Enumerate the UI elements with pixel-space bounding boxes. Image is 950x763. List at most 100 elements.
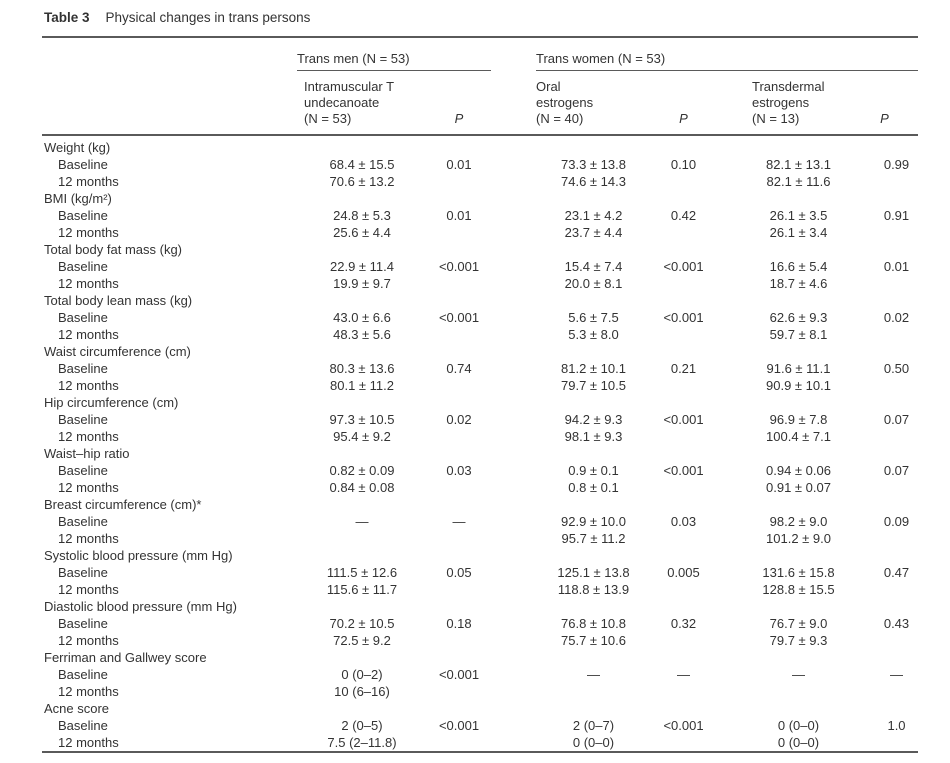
p-value-cell: 0.47 — [883, 565, 910, 580]
section-label: Waist circumference (cm) — [44, 344, 191, 359]
table-row: 12 months 95.4 ± 9.2 98.1 ± 9.3 100.4 ± 7.1 — [42, 428, 918, 445]
p-value-cell — [427, 683, 491, 700]
p-value-cell: 0.74 — [446, 361, 472, 376]
section-row: BMI (kg/m²) — [42, 190, 918, 207]
value-cell: 25.6 ± 4.4 — [333, 225, 391, 240]
gap-cell — [491, 156, 536, 173]
group-header-row: Trans men (N = 53) Trans women (N = 53) — [42, 37, 919, 71]
value-cell: 90.9 ± 10.1 — [766, 378, 831, 393]
gap-cell — [491, 615, 536, 632]
p-value-cell: 0.005 — [667, 565, 700, 580]
value-cell: 76.8 ± 10.8 — [561, 616, 626, 631]
group-label-trans-men: Trans men (N = 53) — [297, 51, 491, 71]
value-cell: 75.7 ± 10.6 — [561, 633, 626, 648]
value-cell: 23.1 ± 4.2 — [564, 208, 623, 223]
column-header-intramuscular-t: Intramuscular T undecanoate (N = 53) — [297, 71, 427, 136]
row-label: Baseline — [58, 157, 108, 172]
section-label: Waist–hip ratio — [44, 446, 130, 461]
p-value-cell — [427, 632, 491, 649]
p-value-cell: 0.02 — [446, 412, 472, 427]
p-value-cell: — — [677, 667, 690, 682]
value-cell: 7.5 (2–11.8) — [327, 735, 397, 750]
gap-cell — [491, 717, 536, 734]
table-row: 12 months 10 (6–16) — [42, 683, 918, 700]
p-value-cell: 0.01 — [446, 157, 472, 172]
table-label: Table 3 — [44, 10, 90, 25]
section-row: Weight (kg) — [42, 135, 918, 156]
p-value-cell: 0.03 — [670, 514, 697, 529]
row-label: 12 months — [58, 480, 119, 495]
p-value-cell: 0.32 — [670, 616, 697, 631]
p-value-cell: 0.43 — [883, 616, 910, 631]
p-value-cell — [427, 530, 491, 547]
p-value-cell: 0.10 — [670, 157, 697, 172]
value-cell: 68.4 ± 15.5 — [329, 157, 395, 172]
p-value-cell: <0.001 — [663, 412, 704, 427]
p-value-cell — [651, 377, 716, 394]
row-label: Baseline — [58, 361, 108, 376]
row-label: 12 months — [58, 276, 119, 291]
value-cell: 5.6 ± 7.5 — [568, 310, 619, 325]
p-value-cell: <0.001 — [663, 718, 704, 733]
gap-cell — [491, 683, 536, 700]
row-label: 12 months — [58, 174, 119, 189]
section-label: Total body lean mass (kg) — [44, 293, 193, 308]
row-label: 12 months — [58, 531, 119, 546]
gap-cell — [491, 564, 536, 581]
value-cell: 95.4 ± 9.2 — [333, 429, 391, 444]
value-cell: 79.7 ± 9.3 — [769, 633, 828, 648]
table-row: Baseline 80.3 ± 13.6 0.74 81.2 ± 10.1 0.21 91… — [42, 360, 918, 377]
gap-cell — [491, 326, 536, 343]
section-label: Acne score — [44, 701, 110, 716]
value-cell: 72.5 ± 9.2 — [333, 633, 391, 648]
gap-header-cell — [491, 71, 536, 136]
section-row: Total body fat mass (kg) — [42, 241, 918, 258]
table-row: 12 months 7.5 (2–11.8) 0 (0–0) 0 (0–0) — [42, 734, 918, 752]
value-cell: 111.5 ± 12.6 — [326, 565, 398, 580]
gap-cell — [491, 513, 536, 530]
p-value-cell — [651, 581, 716, 598]
gap-cell — [491, 479, 536, 496]
table-row: Baseline 97.3 ± 10.5 0.02 94.2 ± 9.3 <0.001 9… — [42, 411, 918, 428]
value-cell: 26.1 ± 3.4 — [769, 225, 828, 240]
value-cell: 95.7 ± 11.2 — [561, 531, 626, 546]
table-row: Baseline 0 (0–2) <0.001 — — — — — [42, 666, 918, 683]
p-value-cell: 1.0 — [887, 718, 906, 733]
table-row: Baseline — — 92.9 ± 10.0 0.03 98.2 ± 9.0 0.09 — [42, 513, 918, 530]
group-label-trans-women: Trans women (N = 53) — [536, 51, 919, 71]
group-header-trans-men: Trans men (N = 53) — [297, 37, 491, 71]
table-row: Baseline 43.0 ± 6.6 <0.001 5.6 ± 7.5 <0.001 6… — [42, 309, 918, 326]
value-cell: 59.7 ± 8.1 — [769, 327, 828, 342]
value-cell: 70.2 ± 10.5 — [329, 616, 395, 631]
p-value-cell — [427, 479, 491, 496]
section-row: Waist circumference (cm) — [42, 343, 918, 360]
value-cell: 10 (6–16) — [334, 684, 390, 699]
value-cell: 24.8 ± 5.3 — [333, 208, 391, 223]
value-cell: 26.1 ± 3.5 — [769, 208, 828, 223]
p-value-cell — [427, 734, 491, 752]
value-cell: 74.6 ± 14.3 — [561, 174, 626, 189]
value-cell: 0.82 ± 0.09 — [329, 463, 395, 478]
value-cell: 5.3 ± 8.0 — [568, 327, 619, 342]
value-cell: 19.9 ± 9.7 — [333, 276, 391, 291]
column-header-row: Intramuscular T undecanoate (N = 53) P O… — [42, 71, 919, 136]
p-value-cell: 0.18 — [446, 616, 472, 631]
group-gap-cell — [491, 37, 536, 71]
value-cell: 0 (0–0) — [572, 735, 615, 750]
table-row: 12 months 115.6 ± 11.7 118.8 ± 13.9 128.8 ±… — [42, 581, 918, 598]
table-row: Baseline 22.9 ± 11.4 <0.001 15.4 ± 7.4 <0.00… — [42, 258, 918, 275]
gap-cell — [491, 275, 536, 292]
row-label: Baseline — [58, 667, 108, 682]
column-header-transdermal-estrogens: Transdermal estrogens (N = 13) — [716, 71, 851, 136]
p-value-cell: <0.001 — [663, 310, 704, 325]
p-value-cell: 0.07 — [883, 463, 910, 478]
empty-corner-cell — [42, 37, 297, 71]
value-cell: 2 (0–5) — [341, 718, 383, 733]
p-value-cell — [851, 326, 918, 343]
row-label: 12 months — [58, 378, 119, 393]
section-row: Waist–hip ratio — [42, 445, 918, 462]
value-cell: 97.3 ± 10.5 — [329, 412, 395, 427]
column-header-p-3: P — [851, 71, 919, 136]
value-cell: 0.91 ± 0.07 — [766, 480, 831, 495]
value-cell: 16.6 ± 5.4 — [769, 259, 828, 274]
